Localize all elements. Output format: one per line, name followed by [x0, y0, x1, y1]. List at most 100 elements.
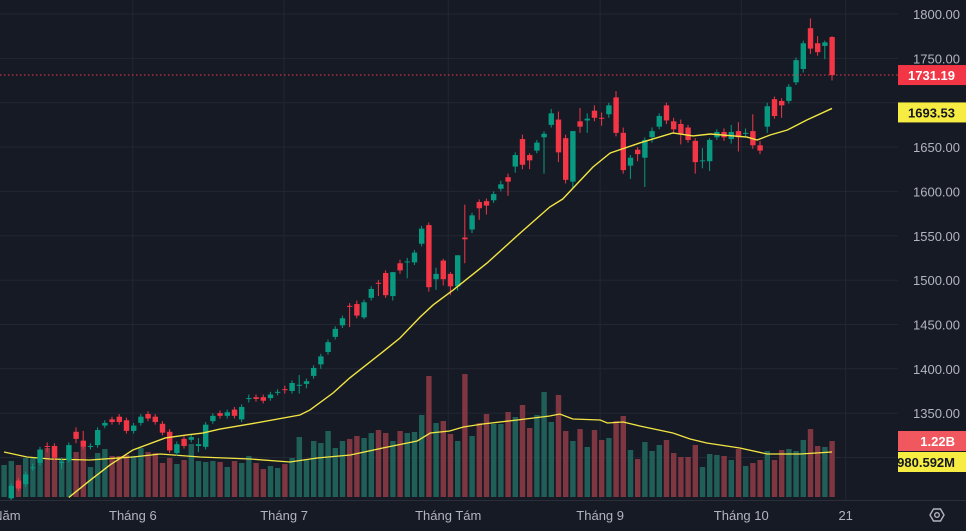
volume-bar [368, 433, 374, 497]
candle-body [239, 406, 245, 420]
volume-bar [354, 435, 360, 497]
candle-body [498, 184, 504, 189]
volume-bar [433, 423, 439, 497]
volume-bar [613, 420, 619, 497]
volume-bar [635, 459, 641, 497]
candle-body [577, 121, 583, 127]
candle-body [311, 367, 317, 376]
volume-bar [750, 463, 756, 497]
candle-body [131, 425, 137, 431]
volume-bar [239, 463, 245, 497]
candle-body [606, 105, 612, 115]
volume-bar [59, 459, 65, 497]
volume-bar [822, 447, 828, 497]
volume-bar [656, 444, 662, 497]
volume-bar [519, 404, 526, 497]
candle-body [829, 37, 835, 76]
candle-body [390, 272, 396, 297]
volume-bar [44, 448, 50, 497]
time-tick-label: Tháng 7 [260, 508, 308, 523]
volume-bar [663, 439, 670, 497]
volume-ma-label-bg [898, 452, 966, 472]
candle-body [210, 415, 216, 422]
volume-bar [678, 457, 684, 497]
volume-bar [37, 449, 43, 497]
volume-bar [764, 450, 770, 497]
candle-body [599, 117, 605, 119]
price-tick-label: 1450.00 [913, 317, 960, 332]
volume-bar [714, 454, 720, 497]
time-axis[interactable]: Năm Tháng 6 Tháng 7 Tháng Tám Tháng 9 Tháng 1… [0, 508, 853, 523]
candle-body [656, 116, 662, 127]
candle-body [282, 389, 288, 391]
candle-body [8, 485, 14, 499]
volume-bar [339, 440, 346, 497]
time-tick-label: Tháng 10 [714, 508, 769, 523]
candle-body [411, 252, 418, 263]
volume-bar [685, 457, 691, 497]
candle-body [152, 416, 158, 423]
volume-bar [512, 417, 518, 497]
candle-body [447, 273, 454, 287]
candle-body [80, 440, 86, 447]
candle-body [246, 398, 252, 400]
volume-bar [570, 440, 576, 497]
volume-bar [397, 430, 403, 497]
candle-body [692, 140, 698, 163]
candle-body [44, 445, 50, 447]
volume-bar [325, 430, 331, 497]
volume-bar [577, 429, 583, 497]
candle-body [303, 381, 310, 384]
volume-bar [563, 430, 569, 497]
time-tick-label: Tháng 6 [109, 508, 157, 523]
price-tick-label: 1650.00 [913, 140, 960, 155]
volume-bar [66, 457, 72, 497]
volume-bar [534, 414, 540, 497]
volume-bar [152, 453, 158, 497]
volume-bar [217, 462, 223, 497]
volume-bar [361, 438, 367, 497]
price-axis[interactable]: 1800.00 1750.00 1650.00 1600.00 1550.00 1500.… [913, 7, 960, 421]
candle-body [491, 194, 497, 201]
candle-body [563, 138, 569, 180]
candle-body [368, 288, 374, 298]
candle-body [181, 438, 187, 446]
candle-body [455, 255, 461, 287]
volume-bar [483, 414, 490, 497]
volume-bar [541, 392, 547, 497]
time-tick-label: 21 [838, 508, 852, 523]
volume-bar [591, 429, 598, 497]
candle-body [30, 467, 36, 469]
candle-body [231, 409, 238, 416]
candle-body [325, 342, 331, 352]
candle-body [159, 423, 166, 433]
volume-bar [318, 443, 324, 497]
candle-body [519, 139, 526, 165]
candle-body [800, 43, 806, 69]
candle-body [642, 139, 648, 158]
volume-bar [375, 429, 382, 497]
volume-bar [555, 394, 562, 497]
volume-bar [145, 452, 151, 497]
volume-bar [138, 448, 144, 497]
candle-body [354, 304, 360, 316]
volume-bar [735, 449, 742, 497]
candle-body [87, 445, 94, 447]
candle-body [66, 445, 72, 461]
candle-body [195, 444, 202, 446]
price-tick-label: 1800.00 [913, 7, 960, 22]
volume-bar [224, 467, 230, 497]
volume-bar [649, 450, 655, 497]
time-tick-label: Năm [0, 508, 21, 523]
candle-body [743, 132, 749, 134]
price-tick-label: 1400.00 [913, 362, 960, 377]
candle-body [260, 397, 266, 401]
hexagon-settings-icon[interactable] [929, 508, 945, 522]
candle-body [203, 424, 209, 447]
candle-body [815, 43, 821, 53]
candle-body [289, 382, 295, 391]
volume-bar [743, 465, 749, 497]
candle-body [426, 225, 432, 288]
plot-area[interactable] [0, 18, 898, 519]
